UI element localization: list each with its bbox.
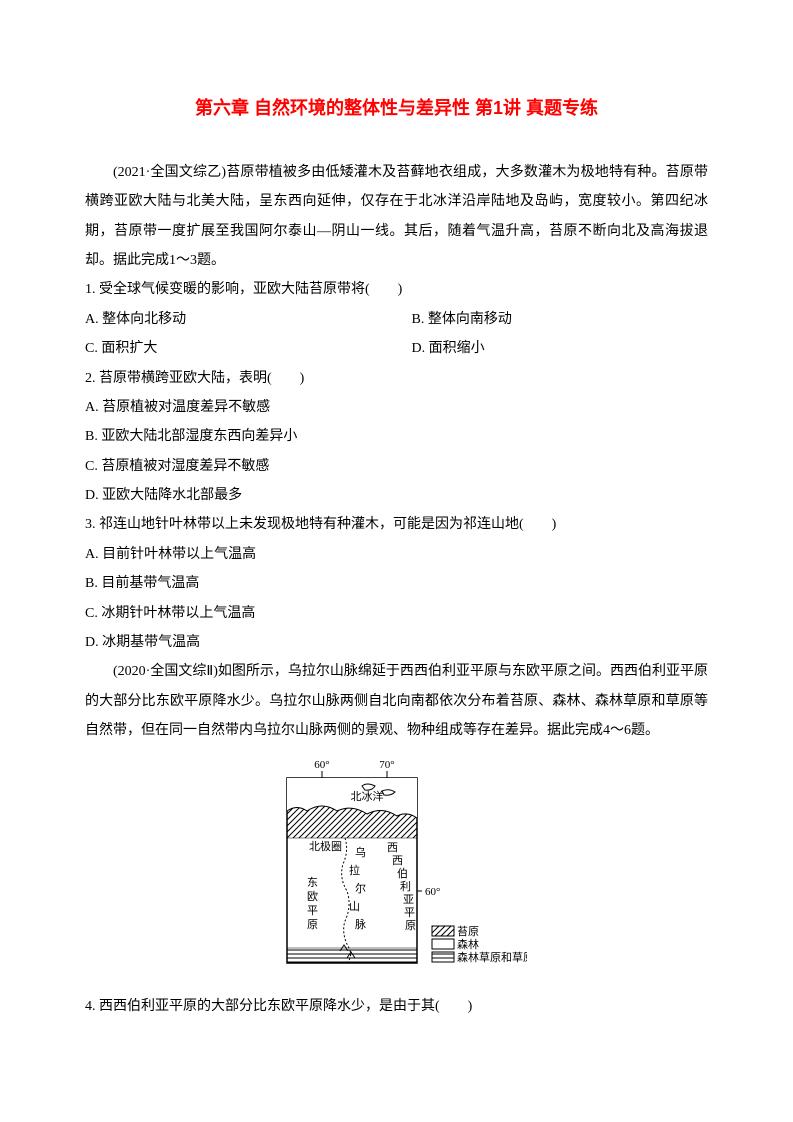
q3-stem: 3. 祁连山地针叶林带以上未发现极地特有种灌木，可能是因为祁连山地( ) [85,510,708,539]
q1-options-row1: A. 整体向北移动 B. 整体向南移动 [85,305,708,334]
map-svg: 60° 70° 北冰洋 北极圈 [267,756,527,971]
q1-option-c: C. 面积扩大 [85,334,382,363]
map-ural-label: 乌 拉 尔 山 脉 [349,845,369,931]
map-lon-right: 70° [379,759,394,771]
map-figure: 60° 70° 北冰洋 北极圈 [85,756,708,982]
q2-option-a: A. 苔原植被对温度差异不敏感 [85,393,708,422]
q2-option-b: B. 亚欧大陆北部湿度东西向差异小 [85,422,708,451]
q2-option-c: C. 苔原植被对湿度差异不敏感 [85,452,708,481]
map-legend: 苔原 森林 森林草原和草原 [432,924,527,964]
passage2-intro: (2020·全国文综Ⅱ)如图所示，乌拉尔山脉绵延于西西伯利亚平原与东欧平原之间。… [85,657,708,745]
map-lat-60: 60° [425,886,440,898]
q3-option-a: A. 目前针叶林带以上气温高 [85,540,708,569]
q3-option-d: D. 冰期基带气温高 [85,628,708,657]
q2-stem: 2. 苔原带横跨亚欧大陆，表明( ) [85,364,708,393]
page-title: 第六章 自然环境的整体性与差异性 第1讲 真题专练 [85,90,708,128]
q1-option-a: A. 整体向北移动 [85,305,382,334]
q3-option-b: B. 目前基带气温高 [85,569,708,598]
q1-option-d: D. 面积缩小 [382,334,709,363]
q4-stem: 4. 西西伯利亚平原的大部分比东欧平原降水少，是由于其( ) [85,992,708,1021]
map-siberia-label: 西 西 伯 利 亚 平 原 [387,842,418,932]
map-ocean-label: 北冰洋 [350,789,383,803]
map-east-europe-label: 东 欧 平 原 [307,876,321,931]
map-arctic-label: 北极圈 [309,839,342,853]
q1-stem: 1. 受全球气候变暖的影响，亚欧大陆苔原带将( ) [85,275,708,304]
passage1-intro: (2021·全国文综乙)苔原带植被多由低矮灌木及苔藓地衣组成，大多数灌木为极地特… [85,158,708,276]
q3-option-c: C. 冰期针叶林带以上气温高 [85,599,708,628]
q1-options-row2: C. 面积扩大 D. 面积缩小 [85,334,708,363]
q2-option-d: D. 亚欧大陆降水北部最多 [85,481,708,510]
legend-steppe: 森林草原和草原 [457,950,527,964]
map-lon-left: 60° [314,759,329,771]
legend-tundra: 苔原 [457,924,479,938]
legend-forest: 森林 [457,937,479,951]
q1-option-b: B. 整体向南移动 [382,305,709,334]
